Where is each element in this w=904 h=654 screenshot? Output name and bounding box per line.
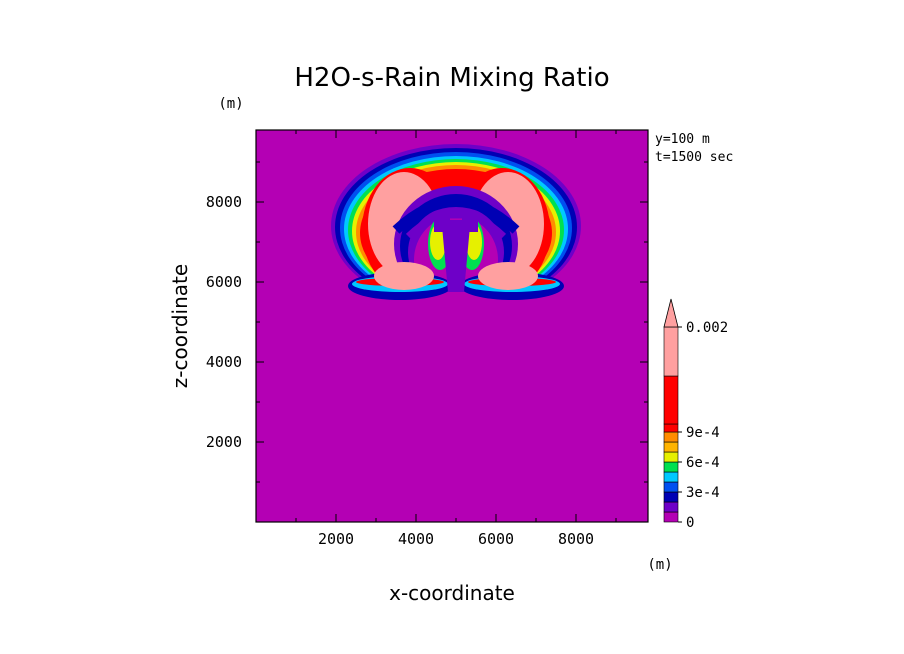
colorbar-band	[663, 375, 679, 425]
colorbar-label: 0.002	[686, 320, 728, 336]
central-stem	[442, 226, 470, 292]
field-contours	[256, 144, 648, 522]
colorbar-band	[663, 491, 679, 503]
x-tick-label: 2000	[318, 530, 354, 548]
cap-arch-blue	[392, 197, 520, 234]
y-axis-ticks: 2000 4000 6000 8000	[206, 161, 648, 483]
y-tick-label: 2000	[206, 433, 242, 451]
colorbar-band	[663, 461, 679, 473]
lower-background	[256, 286, 648, 522]
colorbar-band	[663, 511, 679, 523]
colorbar-label: 3e-4	[686, 485, 720, 501]
y-tick-label: 8000	[206, 193, 242, 211]
y-tick-label: 4000	[206, 353, 242, 371]
lobe-bottom-pink	[478, 262, 538, 290]
colorbar-extend-arrow	[663, 298, 679, 328]
y-axis-label: z-coordinate	[168, 264, 192, 388]
colorbar-band	[663, 451, 679, 463]
x-axis-ticks: 2000 4000 6000 8000	[295, 130, 617, 548]
colorbar-label: 9e-4	[686, 425, 720, 441]
y-unit-label: (m)	[218, 96, 243, 112]
colorbar-band	[663, 423, 679, 433]
x-tick-label: 6000	[478, 530, 514, 548]
chart-title: H2O-s-Rain Mixing Ratio	[294, 63, 609, 93]
annotation-y: y=100 m	[655, 132, 710, 147]
lobe-bottom-pink	[374, 262, 434, 290]
x-axis-label: x-coordinate	[389, 581, 515, 605]
colorbar-band	[663, 441, 679, 453]
colorbar-label: 6e-4	[686, 455, 720, 471]
annotation-t: t=1500 sec	[655, 150, 733, 165]
colorbar-band	[663, 481, 679, 493]
colorbar: 0 3e-4 6e-4 9e-4 0.002	[663, 298, 728, 531]
x-unit-label: (m)	[647, 557, 672, 573]
inner-wisp-yellow	[466, 224, 482, 260]
x-tick-label: 8000	[558, 530, 594, 548]
plot-frame	[255, 129, 649, 523]
plot-area	[256, 130, 648, 522]
colorbar-band	[663, 431, 679, 443]
colorbar-band	[663, 326, 679, 377]
y-tick-label: 6000	[206, 273, 242, 291]
cap-arch-purple	[405, 210, 507, 239]
colorbar-band	[663, 471, 679, 483]
colorbar-band	[663, 501, 679, 513]
stem-cap	[434, 216, 478, 232]
x-tick-label: 4000	[398, 530, 434, 548]
inner-wisp-yellow	[430, 224, 446, 260]
colorbar-label: 0	[686, 515, 694, 531]
